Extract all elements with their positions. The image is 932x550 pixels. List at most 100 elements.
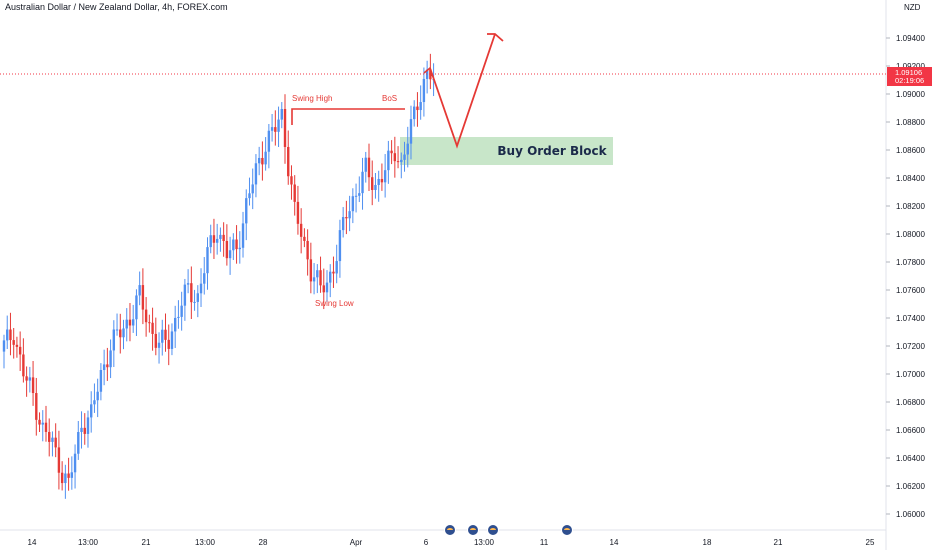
candle-body (293, 184, 296, 202)
projection-path (429, 33, 496, 149)
candle (2, 334, 6, 369)
candle (351, 188, 355, 224)
event-marker-icon[interactable] (487, 524, 499, 536)
candle (141, 268, 145, 325)
candle-body (44, 422, 48, 432)
event-marker-icon[interactable] (444, 524, 456, 536)
y-tick-label: 1.06800 (896, 398, 925, 407)
candle-body (12, 340, 15, 345)
candle-body (364, 157, 367, 172)
candle (303, 228, 306, 248)
candle-body (57, 447, 61, 473)
candle (409, 105, 413, 160)
candle-body (203, 273, 206, 284)
candle-body (125, 319, 128, 329)
candle-body (90, 404, 93, 418)
candle-body (209, 235, 212, 248)
candle (177, 300, 180, 329)
projection-arrow-head (487, 33, 504, 42)
candle-body (228, 250, 232, 259)
candle-body (151, 322, 154, 334)
candle (419, 85, 422, 120)
candle (348, 195, 351, 232)
candle-body (332, 271, 335, 274)
candle (132, 304, 135, 333)
candle-body (312, 277, 316, 282)
candle (18, 331, 22, 372)
candle-body (206, 247, 209, 274)
candle (248, 177, 251, 206)
y-tick-label: 1.06600 (896, 426, 925, 435)
candle-body (261, 157, 264, 165)
candle (119, 313, 122, 354)
candle (86, 410, 90, 448)
candle-body (335, 261, 338, 274)
candle (329, 264, 332, 298)
candle (109, 339, 112, 379)
event-marker-icon[interactable] (561, 524, 573, 536)
candle (312, 263, 316, 295)
candle (135, 289, 138, 336)
x-tick-label: 14 (28, 538, 37, 547)
candle (15, 336, 19, 358)
candle (267, 123, 271, 169)
candle (219, 227, 222, 252)
candle-body (429, 69, 432, 80)
candle (167, 324, 170, 366)
candle-body (31, 377, 35, 394)
candle (413, 100, 416, 127)
candle-body (225, 240, 229, 259)
candle-body (238, 247, 241, 250)
candle-body (374, 184, 377, 190)
candle-body (354, 195, 358, 197)
candle (9, 312, 12, 356)
candle (403, 141, 406, 172)
candle (28, 366, 32, 393)
event-markers[interactable] (444, 524, 573, 536)
candle (380, 163, 384, 191)
candle-body (144, 309, 148, 323)
chart-title: Australian Dollar / New Zealand Dollar, … (5, 2, 228, 12)
candle (77, 420, 80, 460)
candle (261, 141, 264, 181)
candle (209, 224, 212, 254)
candle-body (264, 151, 267, 165)
candle-body (25, 376, 28, 381)
candle (257, 146, 261, 176)
candle (183, 278, 187, 321)
candle-body (80, 427, 83, 433)
candle-body (28, 377, 32, 381)
event-marker-icon[interactable] (467, 524, 479, 536)
candle (12, 328, 15, 359)
candle (367, 143, 371, 191)
y-tick-label: 1.07800 (896, 258, 925, 267)
event-marker-glyph (564, 528, 570, 530)
candle (338, 219, 342, 278)
y-tick-label: 1.09400 (896, 34, 925, 43)
y-tick-label: 1.06000 (896, 510, 925, 519)
candle-body (274, 127, 277, 132)
candle (73, 444, 77, 489)
candle-body (257, 157, 261, 164)
candle (48, 418, 51, 457)
swing-low-label: Swing Low (315, 299, 354, 308)
candle (93, 383, 96, 413)
candle (390, 140, 393, 165)
candle (235, 225, 238, 264)
candle-body (167, 339, 170, 349)
y-tick-label: 1.07200 (896, 342, 925, 351)
x-tick-label: 18 (703, 538, 712, 547)
price-badge: 1.09106 02:19:06 (887, 67, 932, 86)
candle-body (112, 329, 116, 351)
candle-body (329, 271, 332, 283)
candle-body (148, 322, 151, 324)
candle (299, 208, 303, 254)
candle-body (267, 130, 271, 152)
candle-body (86, 417, 90, 434)
candle-body (48, 431, 51, 442)
candle-body (64, 473, 67, 484)
candle (364, 151, 367, 183)
swing-high-line (291, 108, 405, 125)
